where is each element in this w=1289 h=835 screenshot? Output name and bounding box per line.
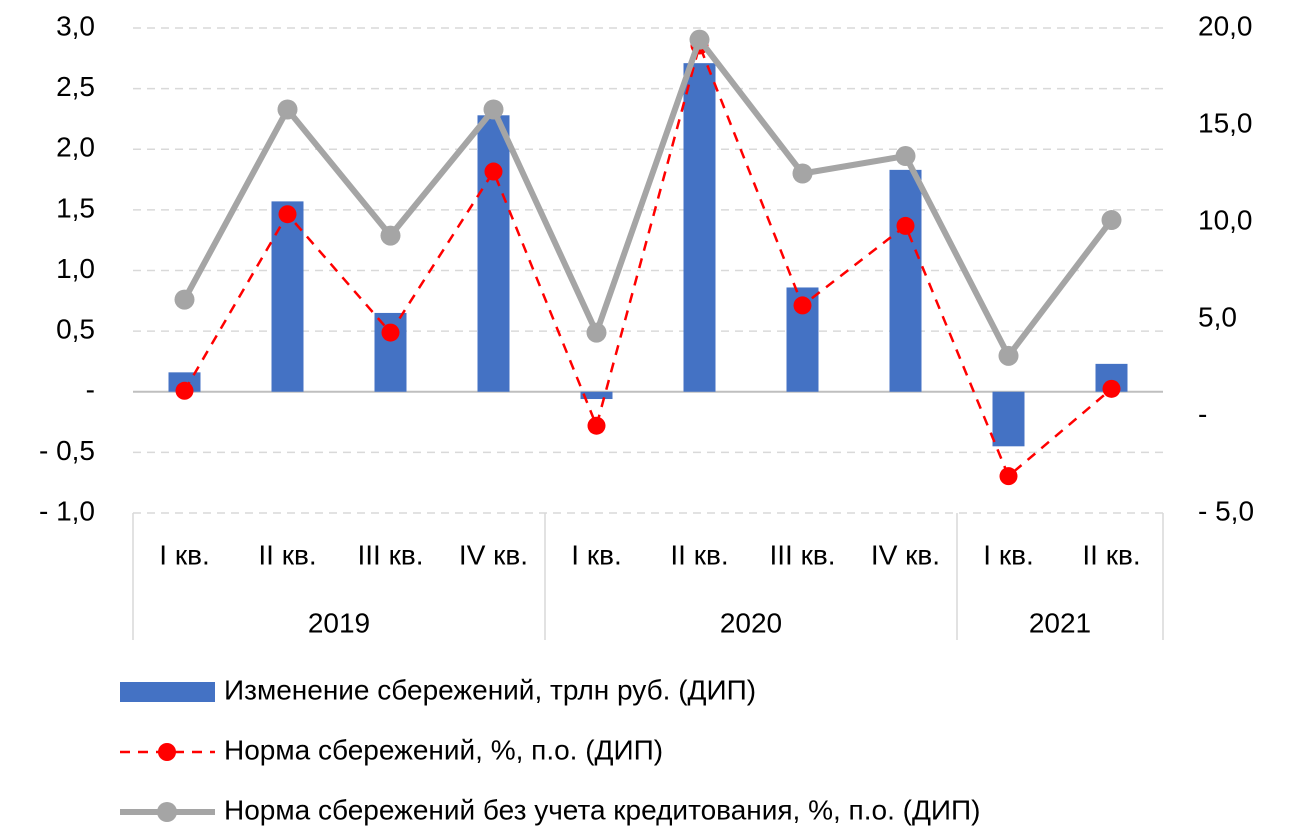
- bar: [580, 391, 613, 400]
- y2-tick-label: 15,0: [1198, 107, 1253, 138]
- year-label: 2019: [308, 607, 370, 638]
- y-tick-label: 0,5: [56, 314, 95, 345]
- x-tick-label: III кв.: [357, 539, 423, 570]
- x-tick-label: II кв.: [670, 539, 728, 570]
- x-tick-label: IV кв.: [871, 539, 940, 570]
- series-marker: [175, 381, 194, 400]
- bar: [477, 115, 510, 392]
- series-marker: [483, 99, 504, 120]
- series-marker: [895, 146, 916, 167]
- bar: [992, 391, 1025, 447]
- year-label: 2021: [1029, 607, 1091, 638]
- series-marker: [587, 416, 606, 435]
- series-marker: [484, 162, 503, 181]
- y2-tick-label: 5,0: [1198, 301, 1237, 332]
- series-marker: [998, 345, 1019, 366]
- series-marker: [278, 205, 297, 224]
- series-marker: [896, 216, 915, 235]
- x-tick-label: I кв.: [571, 539, 621, 570]
- y-tick-label: 1,5: [56, 192, 95, 223]
- y-tick-label: - 1,0: [39, 495, 95, 526]
- bar: [271, 201, 304, 392]
- legend-label: Норма сбережений, %, п.о. (ДИП): [224, 734, 663, 765]
- series-marker: [1101, 210, 1122, 231]
- series-marker: [174, 289, 195, 310]
- series-marker: [689, 29, 710, 50]
- series-marker: [793, 296, 812, 315]
- y-tick-label: - 0,5: [39, 435, 95, 466]
- bar: [683, 63, 716, 392]
- legend-swatch: [120, 682, 215, 702]
- x-tick-label: II кв.: [258, 539, 316, 570]
- series-marker: [1102, 379, 1121, 398]
- legend-label: Изменение сбережений, трлн руб. (ДИП): [224, 674, 756, 705]
- legend-label: Норма сбережений без учета кредитования,…: [224, 794, 981, 825]
- series-marker: [999, 467, 1018, 486]
- y-tick-label: 2,5: [56, 71, 95, 102]
- legend-marker: [158, 743, 176, 761]
- y2-tick-label: 20,0: [1198, 10, 1253, 41]
- x-tick-label: IV кв.: [459, 539, 528, 570]
- y-tick-label: 2,0: [56, 132, 95, 163]
- y-tick-label: 1,0: [56, 253, 95, 284]
- x-tick-label: III кв.: [769, 539, 835, 570]
- series-marker: [381, 323, 400, 342]
- bar: [889, 169, 922, 392]
- y2-tick-label: - 5,0: [1198, 495, 1254, 526]
- series-line: [183, 44, 1113, 478]
- y-tick-label: 3,0: [56, 10, 95, 41]
- series-marker: [380, 225, 401, 246]
- series-marker: [792, 163, 813, 184]
- x-tick-label: I кв.: [983, 539, 1033, 570]
- series-line: [181, 36, 1114, 359]
- year-label: 2020: [720, 607, 782, 638]
- y-tick-label: -: [86, 374, 95, 405]
- series-marker: [586, 322, 607, 343]
- legend-marker: [157, 802, 177, 822]
- series-marker: [277, 99, 298, 120]
- x-tick-label: II кв.: [1082, 539, 1140, 570]
- x-tick-label: I кв.: [159, 539, 209, 570]
- y2-tick-label: 10,0: [1198, 204, 1253, 235]
- y2-tick-label: -: [1198, 398, 1207, 429]
